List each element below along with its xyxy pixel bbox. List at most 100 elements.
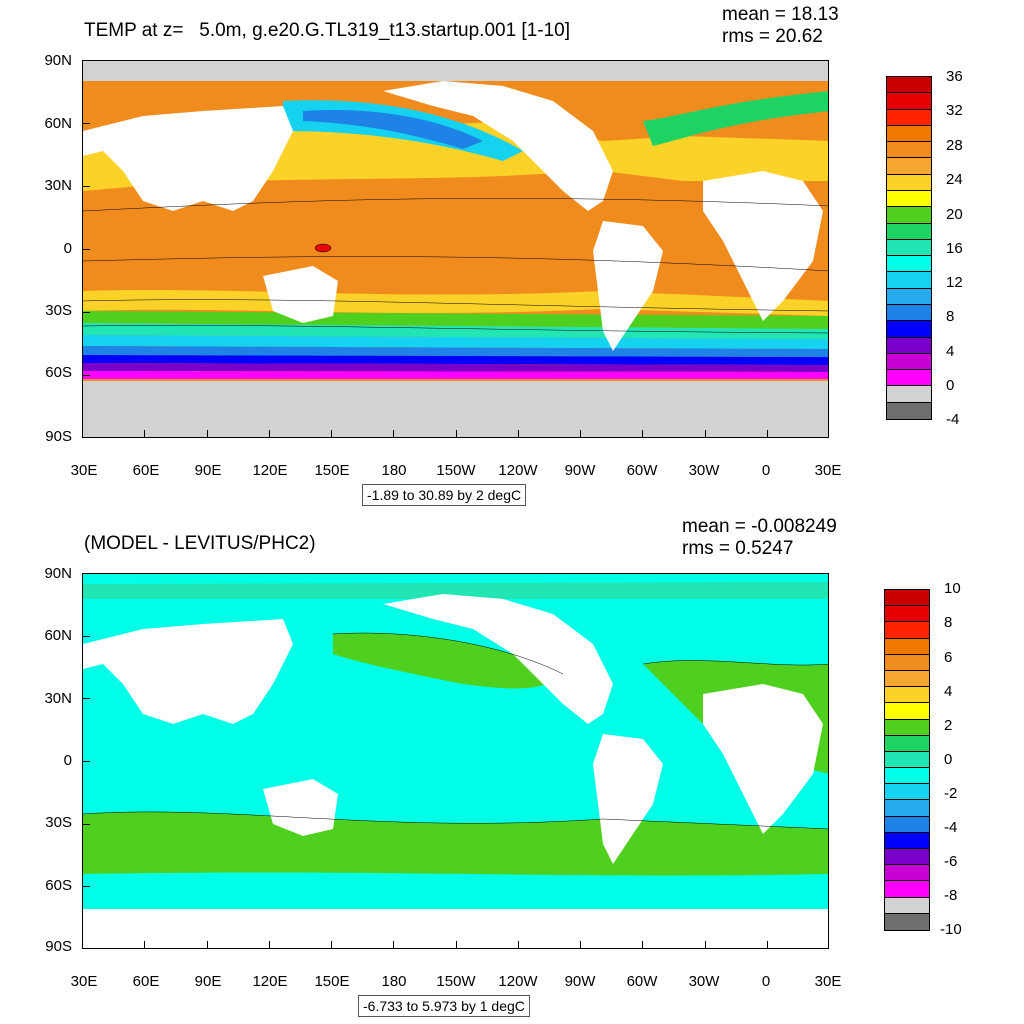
lon-label: 30E [70,462,98,479]
contour-lines [83,198,828,334]
axis-tick [82,635,90,637]
colorbar-segment [885,751,929,769]
colorbar-segment [887,174,931,191]
lat-label: 90N [44,565,72,582]
colorbar-label: 4 [946,343,955,360]
lon-label: 0 [761,973,771,990]
colorbar-label: 28 [946,137,963,154]
north-america-land [383,81,613,211]
colorbar-segment [887,337,931,354]
lon-label: 0 [761,462,771,479]
colorbar-segment [887,207,931,224]
colorbar-segment [885,865,929,882]
colorbar-label: 4 [944,683,953,700]
axis-tick [82,823,90,825]
temp-mean: mean = 18.13 [722,4,839,25]
diff-colorbar [884,589,930,931]
colorbar-segment [887,109,931,126]
lon-label: 120W [498,462,538,479]
colorbar-segment [885,897,929,914]
axis-tick [642,430,644,438]
colorbar-segment [887,239,931,257]
lat-label: 30S [45,302,72,319]
axis-tick [704,430,706,438]
lat-label: 30N [44,690,72,707]
colorbar-segment [887,402,931,419]
south-purple-band [83,363,828,372]
south-america-land [593,734,663,864]
contour-lines [83,632,828,830]
colorbar-segment [887,304,931,322]
colorbar-segment [885,670,929,688]
diff-rms: rms = 0.5247 [682,538,794,559]
africa-land [703,171,823,321]
temp-colorbar [886,76,932,420]
colorbar-segment [885,638,929,655]
lon-label: 120E [252,973,288,990]
lat-label: 30N [44,177,72,194]
south-darkblue-band [83,355,828,365]
lon-label: 30W [688,973,720,990]
colorbar-segment [887,321,931,338]
north-pacific-blue [303,110,483,149]
australia-land [263,266,338,323]
axis-tick [82,375,90,376]
lon-label: 60E [132,973,160,990]
axis-tick [455,430,457,438]
colorbar-segment [885,687,929,704]
colorbar-label: 6 [944,649,953,666]
lat-label: 60N [44,627,72,644]
colorbar-label: -6 [944,853,958,870]
colorbar-segment [887,142,931,159]
axis-tick [144,430,146,438]
colorbar-segment [887,288,931,305]
colorbar-label: 20 [946,206,963,223]
lon-label: 30E [814,973,842,990]
colorbar-segment [887,386,931,403]
axis-tick [517,941,519,949]
colorbar-segment [885,768,929,785]
axis-tick [82,312,90,313]
axis-tick [206,430,208,438]
axis-tick [393,430,395,438]
colorbar-segment [885,832,929,849]
axis-tick [268,941,270,949]
temp-map-svg [83,61,828,437]
axis-tick [82,249,90,250]
colorbar-label: -10 [940,921,962,938]
axis-tick [144,941,146,949]
colorbar-segment [885,816,929,833]
axis-tick [82,186,90,187]
axis-tick [331,941,332,949]
axis-tick [517,430,519,438]
africa-land [703,684,823,834]
colorbar-segment [887,158,931,175]
diff-map-svg [83,574,828,948]
colorbar-segment [885,800,929,817]
temp-range-label: -1.89 to 30.89 by 2 degC [362,484,527,506]
axis-tick [766,941,768,949]
south-america-land [593,221,663,351]
colorbar-label: 10 [944,580,961,597]
lon-label: 30E [70,973,98,990]
axis-tick [580,941,581,949]
lat-label: 90S [45,938,72,955]
colorbar-label: 8 [946,308,955,325]
lon-label: 90W [564,462,596,479]
colorbar-segment [885,735,929,752]
colorbar-segment [885,913,929,930]
axis-tick [580,430,581,438]
lon-label: 60W [626,462,658,479]
colorbar-label: 36 [946,68,963,85]
north-atlantic-green [643,91,828,146]
axis-tick [766,430,768,438]
antarctica-land [83,909,828,948]
diff-title: (MODEL - LEVITUS/PHC2) [84,533,316,554]
temp-title: TEMP at z= 5.0m, g.e20.G.TL319_t13.start… [84,20,571,41]
north-pacific-positive [333,633,563,689]
warm-pool-peak [314,243,332,253]
colorbar-label: 8 [944,614,953,631]
lon-label: 120W [498,973,538,990]
colorbar-label: 0 [944,751,953,768]
colorbar-label: 24 [946,171,963,188]
